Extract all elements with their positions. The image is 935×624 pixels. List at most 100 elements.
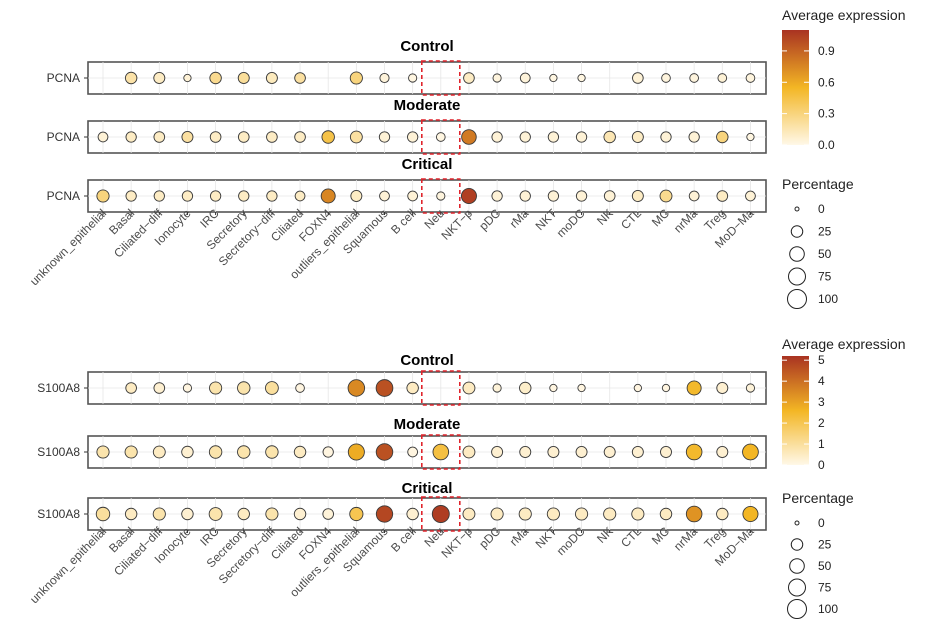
dot (379, 190, 390, 202)
dot (265, 72, 278, 84)
dot (685, 505, 703, 523)
dot (519, 446, 532, 458)
size-legend-label: 75 (818, 270, 832, 284)
dot (688, 190, 700, 202)
dot (237, 131, 250, 143)
dot (631, 131, 644, 143)
dot (716, 190, 729, 202)
dot (746, 132, 755, 142)
dot (349, 71, 363, 85)
gene-label: PCNA (47, 71, 80, 85)
size-legend-dot (790, 225, 804, 238)
color-legend-label: 1 (818, 437, 825, 451)
dot (575, 446, 588, 458)
dot (408, 73, 418, 83)
dot (575, 190, 588, 202)
dot (153, 131, 166, 143)
dot (295, 383, 305, 393)
dot (716, 130, 729, 144)
dot (379, 72, 390, 84)
dot (152, 507, 166, 521)
size-legend-label: 50 (818, 559, 832, 573)
size-legend-label: 75 (818, 581, 832, 595)
dot (322, 508, 335, 520)
dot (549, 73, 558, 83)
dot (153, 72, 166, 84)
color-legend-bar (782, 30, 809, 145)
dot (322, 446, 334, 458)
x-tick-label: unknown_epithelial (27, 524, 109, 606)
dot (375, 379, 394, 397)
dot (603, 507, 617, 521)
color-legend-title: Average expression (782, 336, 905, 352)
dot (209, 190, 222, 202)
dot (294, 72, 306, 84)
size-legend-label: 50 (818, 247, 832, 261)
dot (660, 131, 672, 143)
dot (518, 507, 532, 521)
dot (124, 507, 138, 521)
dot (432, 443, 450, 461)
color-legend-label: 0.3 (818, 107, 835, 121)
panel-title: Control (400, 352, 453, 369)
color-legend-label: 0.9 (818, 44, 835, 58)
dot (124, 71, 138, 85)
size-legend-dot (787, 289, 807, 309)
dot (574, 507, 589, 521)
dot (237, 381, 251, 395)
dot (547, 131, 560, 143)
dot (603, 446, 616, 458)
dot (183, 73, 192, 83)
dot (717, 73, 728, 83)
panel-title: Moderate (394, 97, 461, 114)
dot (519, 131, 531, 143)
dot (631, 446, 644, 458)
size-legend-dot (789, 246, 805, 262)
size-legend-title: Percentage (782, 176, 854, 192)
dot (742, 505, 759, 523)
dot (686, 380, 702, 396)
dot (350, 190, 363, 202)
dot (407, 446, 419, 458)
dot (406, 507, 419, 521)
dot (209, 381, 223, 395)
dot (96, 445, 110, 459)
dot (660, 446, 672, 458)
gene-label: PCNA (47, 189, 80, 203)
dot (293, 507, 307, 521)
dot (125, 131, 137, 143)
neu-highlight-box (420, 434, 461, 470)
dot (265, 507, 279, 521)
dot (320, 188, 336, 204)
size-legend-title: Percentage (782, 490, 854, 506)
dot (153, 190, 165, 202)
dot (519, 381, 532, 395)
size-legend-label: 0 (818, 202, 825, 216)
dot (406, 381, 419, 395)
dot (462, 445, 476, 459)
dot (97, 131, 109, 143)
dot (181, 445, 194, 459)
color-legend-title: Average expression (782, 7, 905, 23)
color-legend-label: 0 (818, 458, 825, 472)
dot (435, 132, 446, 142)
size-legend-dot (794, 206, 800, 212)
size-legend-dot (789, 558, 805, 574)
panel-title: Moderate (394, 416, 461, 433)
gene-label: S100A8 (37, 381, 80, 395)
dot (546, 507, 560, 521)
dot (716, 382, 729, 394)
dot (716, 507, 729, 521)
dot (407, 190, 419, 202)
dot (549, 383, 558, 393)
dot (349, 506, 364, 522)
dot (490, 507, 504, 521)
neu-highlight-box (420, 370, 461, 406)
dot (659, 507, 673, 521)
dot (462, 381, 476, 395)
dot (519, 72, 531, 84)
dot (293, 445, 307, 459)
dot (125, 382, 137, 394)
size-legend-label: 0 (818, 516, 825, 530)
dot (431, 505, 450, 523)
